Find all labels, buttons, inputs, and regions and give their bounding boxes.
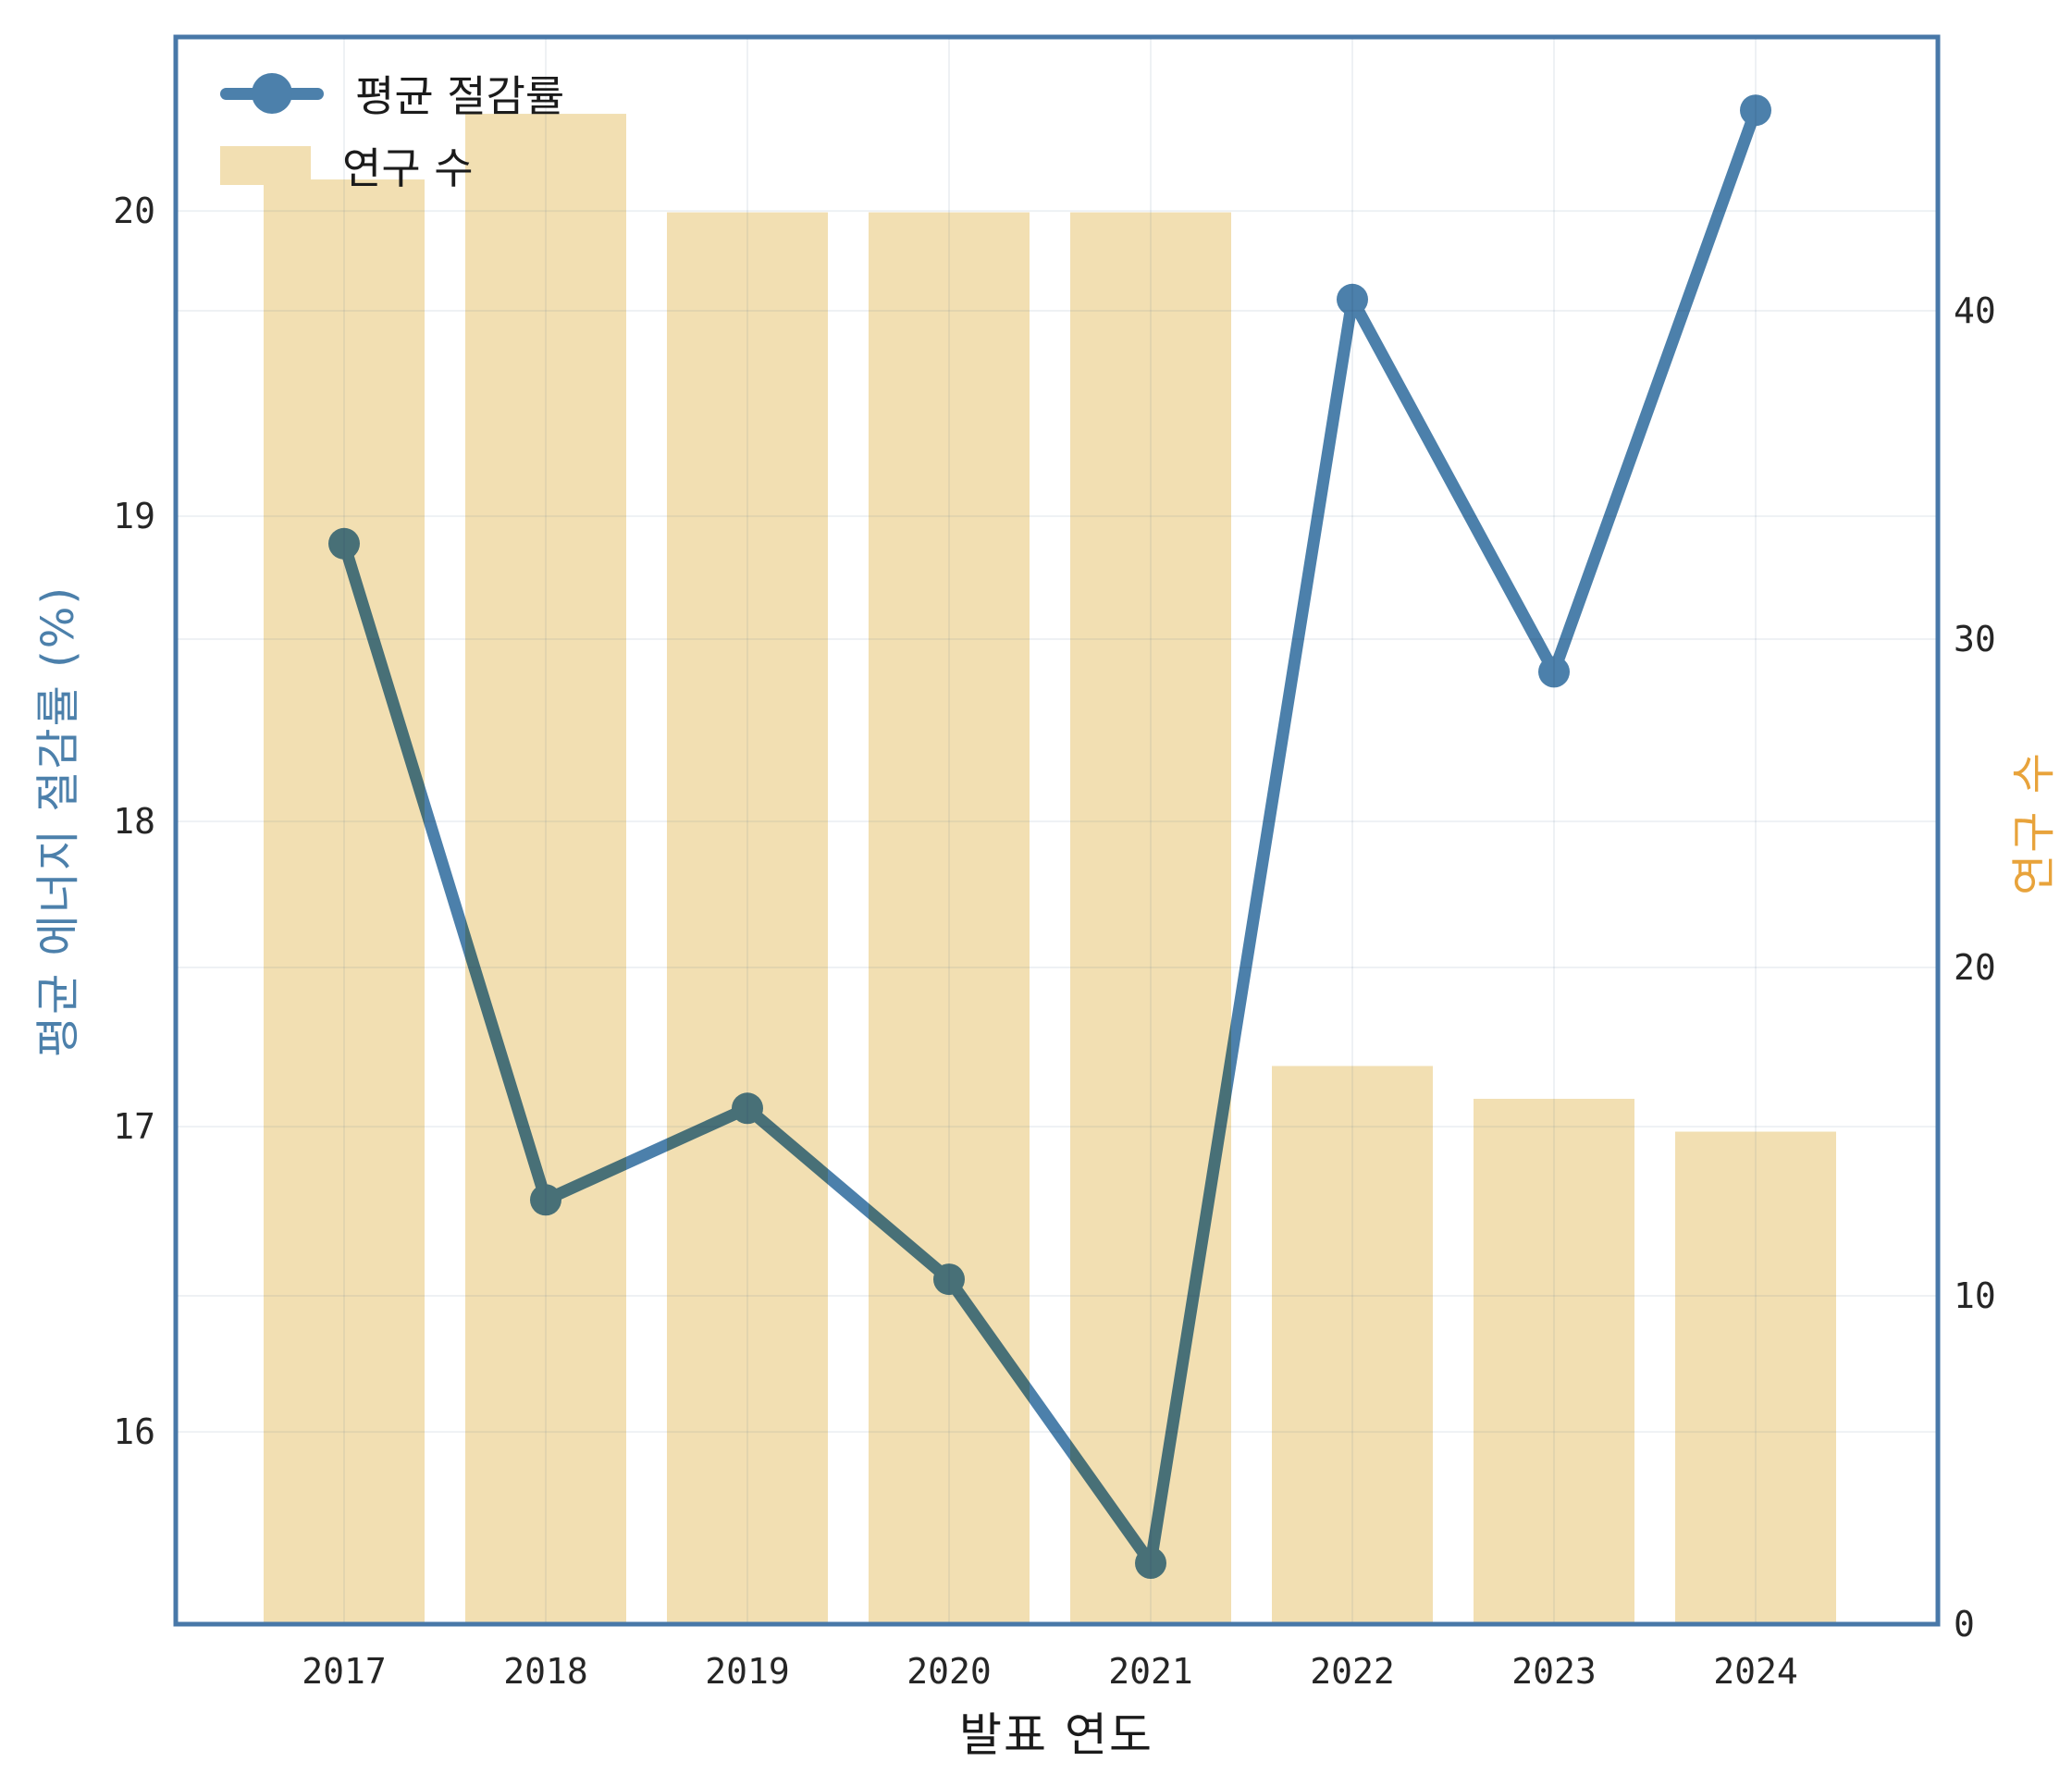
right-tick-label: 0 — [1954, 1604, 1975, 1645]
x-tick-label: 2019 — [705, 1651, 790, 1692]
tick-labels: 16 17 18 19 20 0 10 20 30 40 2017 2018 2019 2020 2021 2… — [113, 191, 1996, 1692]
legend-line-swatch — [220, 73, 324, 114]
left-tick-label: 20 — [113, 191, 155, 231]
legend-line-marker-icon — [252, 73, 292, 114]
x-tick-label: 2021 — [1108, 1651, 1193, 1692]
bar-2017 — [264, 179, 425, 1624]
point-2023 — [1538, 656, 1570, 688]
right-tick-label: 30 — [1954, 619, 1996, 659]
x-tick-label: 2024 — [1713, 1651, 1798, 1692]
point-2024 — [1740, 94, 1771, 127]
left-tick-label: 17 — [113, 1106, 155, 1147]
x-tick-label: 2020 — [906, 1651, 992, 1692]
x-tick-label: 2022 — [1310, 1651, 1395, 1692]
bar-2018 — [465, 114, 626, 1624]
bar-2020 — [869, 212, 1030, 1625]
legend-item-bar: 연구 수 — [220, 141, 564, 193]
point-2017 — [328, 527, 360, 560]
legend-item-line: 평균 절감률 — [220, 68, 564, 121]
legend-bar-swatch — [220, 146, 311, 185]
bar-2024 — [1675, 1131, 1836, 1624]
gridlines — [176, 37, 1938, 1624]
line-series — [328, 94, 1771, 1579]
right-tick-label: 20 — [1954, 947, 1996, 988]
legend-label-line: 평균 절감률 — [355, 71, 565, 121]
left-tick-label: 19 — [113, 496, 155, 536]
x-tick-label: 2017 — [302, 1651, 387, 1692]
right-tick-label: 10 — [1954, 1275, 1996, 1316]
right-axis-title: 연구 수 — [2008, 751, 2060, 895]
point-2021 — [1135, 1547, 1166, 1579]
left-axis-title: 평균 에너지 절감률 (%) — [32, 585, 84, 1058]
left-tick-label: 16 — [113, 1411, 155, 1452]
point-2022 — [1337, 283, 1368, 315]
legend-label-bar: 연구 수 — [342, 143, 474, 193]
point-2018 — [530, 1184, 561, 1216]
bar-2022 — [1272, 1066, 1433, 1624]
point-2019 — [732, 1092, 763, 1125]
plot-border — [173, 34, 1941, 1627]
bar-2019 — [667, 212, 828, 1625]
legend: 평균 절감률 연구 수 — [220, 68, 564, 193]
bar-2023 — [1474, 1099, 1634, 1624]
left-tick-label: 18 — [113, 801, 155, 842]
x-axis-title: 발표 연도 — [959, 1708, 1153, 1762]
bar-series — [264, 114, 1836, 1625]
right-tick-label: 40 — [1954, 290, 1996, 331]
trend-line — [338, 104, 1762, 1570]
x-tick-label: 2018 — [503, 1651, 588, 1692]
x-tick-label: 2023 — [1511, 1651, 1597, 1692]
point-2020 — [933, 1263, 965, 1296]
bar-2021 — [1070, 212, 1231, 1625]
